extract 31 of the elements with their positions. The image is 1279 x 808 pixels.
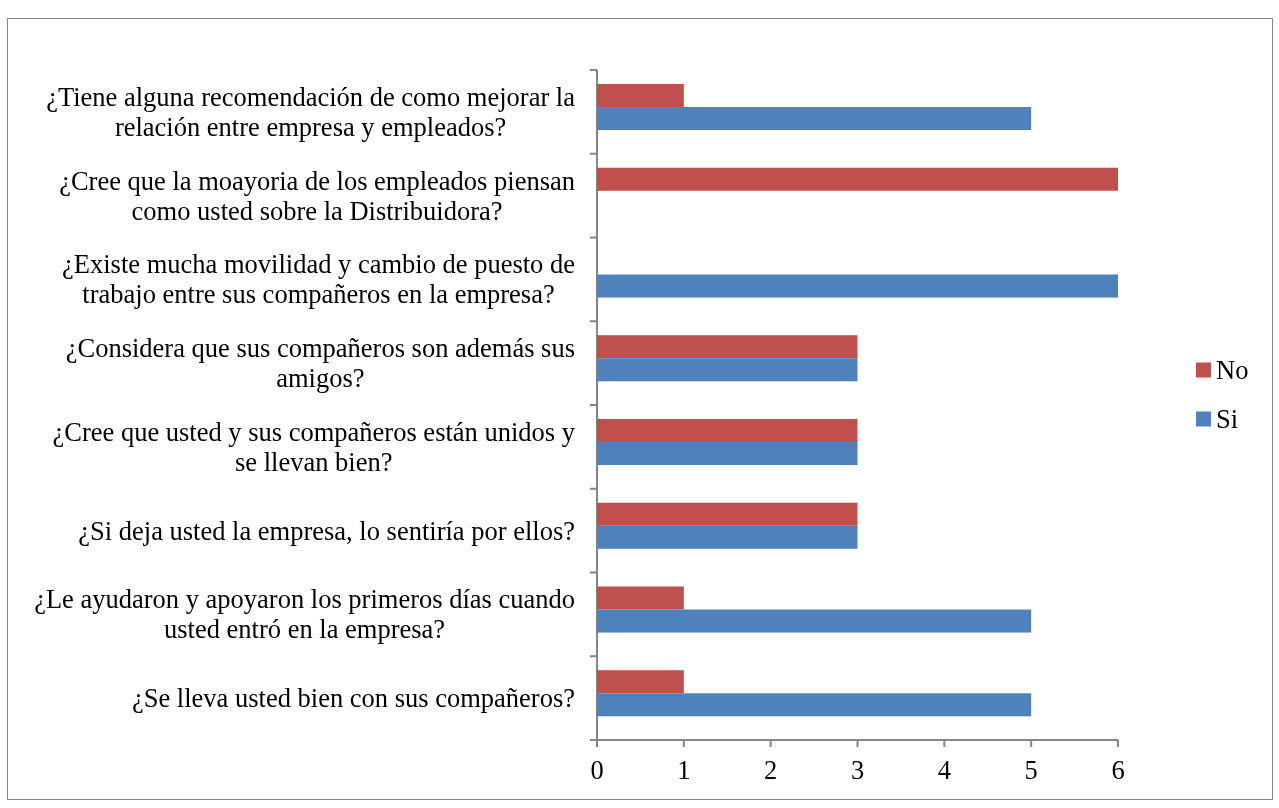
x-tick-label: 6: [1111, 755, 1125, 785]
y-tick-label: ¿Se lleva usted bien con sus compañeros?: [131, 683, 575, 714]
y-tick-label: ¿Tiene alguna recomendación de como mejorar la relación entre empresa y empleados?: [46, 81, 576, 142]
bar: [597, 167, 1118, 191]
bar: [597, 502, 858, 526]
x-tick-label: 5: [1024, 755, 1038, 785]
bar: [597, 525, 858, 549]
legend-label: No: [1216, 355, 1249, 385]
bar: [597, 335, 858, 359]
bar: [597, 107, 1032, 131]
legend-label: Si: [1216, 404, 1239, 434]
x-tick-label: 0: [590, 755, 604, 785]
y-tick-label: ¿Existe mucha movilidad y cambio de puesto de trabajo entre sus compañeros en la empresa?: [62, 249, 575, 310]
x-tick-label: 3: [850, 755, 865, 785]
bar: [597, 442, 858, 466]
y-tick-label: ¿Cree que usted y sus compañeros están unidos y se llevan bien?: [52, 416, 576, 477]
x-tick-label: 4: [937, 755, 951, 785]
bar: [597, 586, 684, 610]
y-tick-label: ¿Le ayudaron y apoyaron los primeros días cuando usted entró en la empresa?: [34, 584, 575, 645]
x-tick-label: 2: [764, 755, 778, 785]
bar: [597, 274, 1118, 298]
y-tick-label: ¿Si deja usted la empresa, lo sentiría por ellos?: [78, 515, 576, 546]
bar: [597, 358, 858, 382]
bar: [597, 693, 1032, 717]
bar: [597, 609, 1032, 633]
bar: [597, 670, 684, 694]
y-tick-label: ¿Cree que la moayoria de los empleados piensan como usted sobre la Distribuidora?: [59, 165, 576, 226]
x-tick-label: 1: [677, 755, 691, 785]
bar: [597, 418, 858, 443]
y-tick-label: ¿Considera que sus compañeros son además sus amigos?: [65, 333, 576, 394]
bar: [597, 83, 684, 108]
